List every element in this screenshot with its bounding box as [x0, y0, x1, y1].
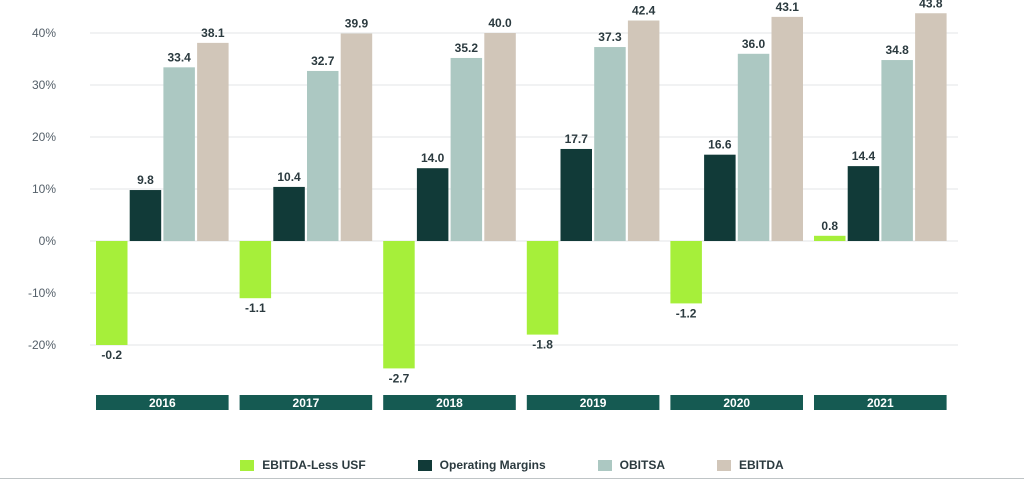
year-band	[526, 395, 660, 410]
data-label: 14.0	[421, 151, 445, 165]
bar	[670, 241, 702, 304]
x-tick-label: 2016	[149, 396, 176, 410]
data-label: 35.2	[455, 41, 479, 55]
data-label: 36.0	[742, 37, 766, 51]
bar	[416, 168, 449, 241]
bar	[814, 235, 846, 241]
legend-label: Operating Margins	[439, 458, 546, 472]
bar	[704, 154, 736, 241]
data-label: 43.1	[776, 0, 800, 14]
legend-label: OBITSA	[619, 458, 666, 472]
y-tick-label: -20%	[28, 338, 56, 352]
bar	[450, 57, 483, 242]
year-band	[670, 395, 803, 410]
legend-swatch	[417, 459, 432, 471]
data-label: 42.4	[632, 4, 656, 18]
x-tick-label: 2018	[436, 396, 463, 410]
data-label: 32.7	[311, 54, 335, 68]
y-tick-label: 40%	[32, 26, 56, 40]
legend-swatch	[240, 459, 255, 471]
x-tick-label: 2021	[867, 396, 894, 410]
data-label: 38.1	[201, 26, 225, 40]
bar	[383, 241, 415, 369]
data-label: -2.7	[389, 371, 410, 385]
legend-swatch	[597, 459, 612, 471]
data-label: 37.3	[598, 30, 622, 44]
data-label: 34.8	[885, 43, 909, 57]
data-label: -1.2	[676, 306, 697, 320]
data-label: 14.4	[852, 149, 876, 163]
x-tick-label: 2019	[580, 396, 607, 410]
data-label: 39.9	[345, 17, 369, 31]
data-label: 40.0	[488, 16, 512, 30]
legend-item: Operating Margins	[417, 458, 546, 472]
legend-item: EBITDA	[717, 458, 784, 472]
bar	[560, 148, 592, 241]
bar	[881, 60, 913, 241]
bar	[239, 241, 272, 299]
x-tick-label: 2017	[293, 396, 320, 410]
bar	[163, 67, 195, 241]
y-tick-label: 20%	[32, 130, 56, 144]
data-label: 16.6	[708, 138, 732, 152]
x-tick-label: 2020	[723, 396, 750, 410]
legend-item: EBITDA-Less USF	[240, 458, 366, 472]
bar	[526, 241, 559, 335]
bar	[627, 20, 660, 241]
bar	[771, 16, 803, 241]
data-label: 43.8	[919, 0, 943, 10]
bar	[129, 190, 162, 241]
bar	[847, 166, 880, 241]
bar	[594, 47, 626, 241]
data-label: 0.8	[821, 219, 838, 233]
data-label: -0.2	[101, 348, 122, 362]
y-tick-label: 0%	[39, 234, 57, 248]
bar	[340, 33, 373, 241]
y-tick-label: 10%	[32, 182, 56, 196]
legend-label: EBITDA	[739, 458, 784, 472]
bar	[307, 70, 339, 242]
bottom-rule	[0, 478, 1024, 479]
data-label: 9.8	[137, 173, 154, 187]
data-label: 33.4	[167, 50, 191, 64]
bar	[737, 53, 770, 241]
y-tick-label: -10%	[28, 286, 56, 300]
y-tick-label: 30%	[32, 78, 56, 92]
year-band	[239, 395, 373, 410]
bar	[273, 186, 305, 241]
data-label: 10.4	[277, 170, 301, 184]
legend-swatch	[717, 459, 732, 471]
data-label: -1.8	[532, 338, 553, 352]
legend-item: OBITSA	[597, 458, 666, 472]
data-label: 17.7	[565, 132, 589, 146]
bar	[197, 42, 229, 241]
bar	[915, 13, 947, 241]
data-label: -1.1	[245, 301, 266, 315]
year-band	[814, 395, 947, 410]
legend: EBITDA-Less USF Operating Margins OBITSA EB…	[0, 458, 1024, 472]
year-band	[383, 395, 516, 410]
bar	[484, 33, 516, 241]
legend-label: EBITDA-Less USF	[262, 458, 366, 472]
bar	[96, 241, 128, 345]
year-band	[96, 395, 229, 410]
